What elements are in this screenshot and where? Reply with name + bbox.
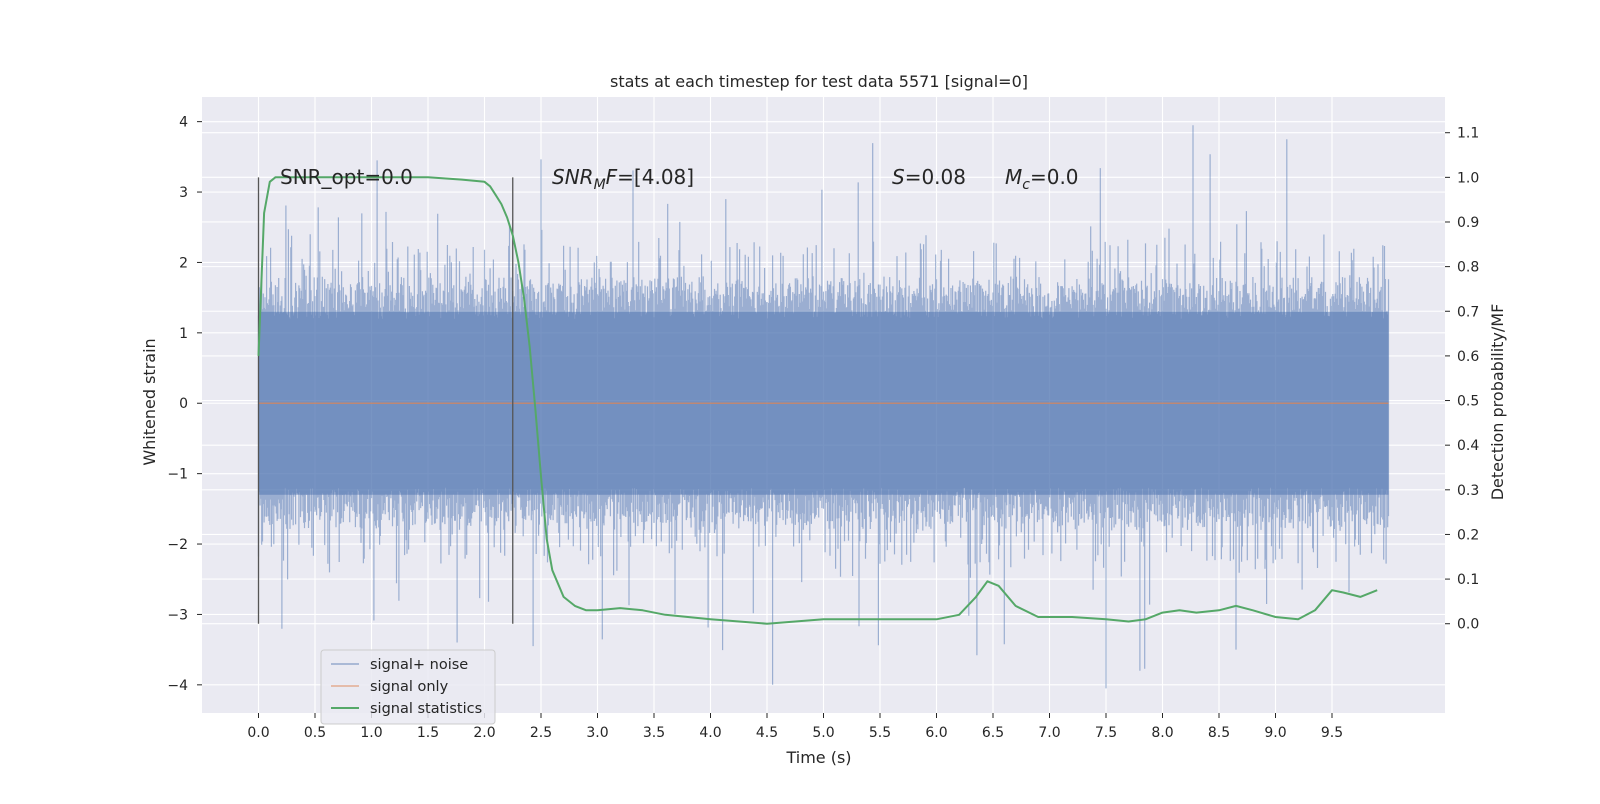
x-tick-label: 1.5 bbox=[417, 725, 439, 741]
mc-annotation: Mc=0.0 bbox=[1005, 165, 1079, 193]
y-tick-label-right: 0.9 bbox=[1457, 215, 1479, 231]
y-tick-label-left: −3 bbox=[167, 607, 188, 623]
chart-title: stats at each timestep for test data 557… bbox=[610, 72, 1028, 91]
x-tick-label: 9.5 bbox=[1321, 725, 1343, 741]
x-tick-label: 1.0 bbox=[360, 725, 382, 741]
y-tick-label-right: 0.8 bbox=[1457, 260, 1479, 276]
vertical-markers bbox=[257, 177, 514, 624]
y-tick-label-left: 0 bbox=[179, 396, 188, 412]
x-tick-label: 4.0 bbox=[699, 725, 721, 741]
x-tick-label: 8.0 bbox=[1151, 725, 1173, 741]
legend-label-signal-noise: signal+ noise bbox=[370, 657, 468, 673]
x-tick-label: 0.5 bbox=[304, 725, 326, 741]
x-tick-label: 4.5 bbox=[756, 725, 778, 741]
x-tick-label: 6.0 bbox=[925, 725, 947, 741]
legend-label-signal-statistics: signal statistics bbox=[370, 701, 482, 717]
y-tick-label-right: 0.6 bbox=[1457, 349, 1479, 365]
legend-box bbox=[320, 649, 496, 725]
x-tick-label: 6.5 bbox=[982, 725, 1004, 741]
snr-opt-annotation: SNR_opt=0.0 bbox=[280, 165, 413, 189]
x-tick-label: 7.5 bbox=[1095, 725, 1117, 741]
y-tick-label-right: 0.7 bbox=[1457, 304, 1479, 320]
x-tick-label: 7.0 bbox=[1038, 725, 1060, 741]
x-tick-label: 3.0 bbox=[586, 725, 608, 741]
x-ticks: 0.0 0.5 1.0 1.5 2.0 2.5 3.0 3.5 4.0 4.5 5.0 5.5 6.0 6… bbox=[247, 713, 1343, 741]
y-tick-label-right: 0.1 bbox=[1457, 572, 1479, 588]
x-tick-label: 8.5 bbox=[1208, 725, 1230, 741]
x-tick-label: 5.5 bbox=[869, 725, 891, 741]
y-tick-label-left: −2 bbox=[167, 537, 188, 553]
y-tick-label-left: 4 bbox=[179, 115, 188, 131]
signal-statistics-line bbox=[257, 176, 1378, 625]
legend-label-signal-only: signal only bbox=[370, 679, 449, 695]
x-axis-label: Time (s) bbox=[785, 748, 851, 767]
y-tick-label-right: 0.5 bbox=[1457, 394, 1479, 410]
y-tick-label-left: −1 bbox=[167, 467, 188, 483]
y-tick-label-right: 0.2 bbox=[1457, 527, 1479, 543]
s-annotation: S=0.08 bbox=[892, 165, 966, 189]
y-tick-label-left: 1 bbox=[179, 326, 188, 342]
legend: signal+ noise signal only signal statist… bbox=[320, 649, 496, 725]
series-signal-statistics bbox=[257, 176, 1378, 625]
y-tick-label-left: 3 bbox=[179, 185, 188, 201]
snr-mf-annotation: SNRMF=[4.08] bbox=[552, 165, 694, 193]
y-tick-label-right: 1.0 bbox=[1457, 170, 1479, 186]
y-tick-label-right: 1.1 bbox=[1457, 126, 1479, 142]
y-axis-label-right: Detection probability/MF bbox=[1488, 304, 1507, 501]
x-tick-label: 0.0 bbox=[247, 725, 269, 741]
y-tick-label-left: 2 bbox=[179, 255, 188, 271]
y-ticks-right: 1.1 1.0 0.9 0.8 0.7 0.6 0.5 0.4 0.3 0.2 0.1 0.0 bbox=[1445, 126, 1479, 633]
y-ticks-left: 4 3 2 1 0 −1 −2 −3 −4 bbox=[167, 115, 202, 694]
y-tick-label-left: −4 bbox=[167, 678, 188, 694]
x-tick-label: 2.0 bbox=[473, 725, 495, 741]
x-tick-label: 9.0 bbox=[1264, 725, 1286, 741]
x-tick-label: 2.5 bbox=[530, 725, 552, 741]
x-tick-label: 3.5 bbox=[643, 725, 665, 741]
y-axis-label-left: Whitened strain bbox=[140, 338, 159, 465]
y-tick-label-right: 0.3 bbox=[1457, 483, 1479, 499]
y-tick-label-right: 0.4 bbox=[1457, 438, 1479, 454]
y-tick-label-right: 0.0 bbox=[1457, 617, 1479, 633]
x-tick-label: 5.0 bbox=[812, 725, 834, 741]
